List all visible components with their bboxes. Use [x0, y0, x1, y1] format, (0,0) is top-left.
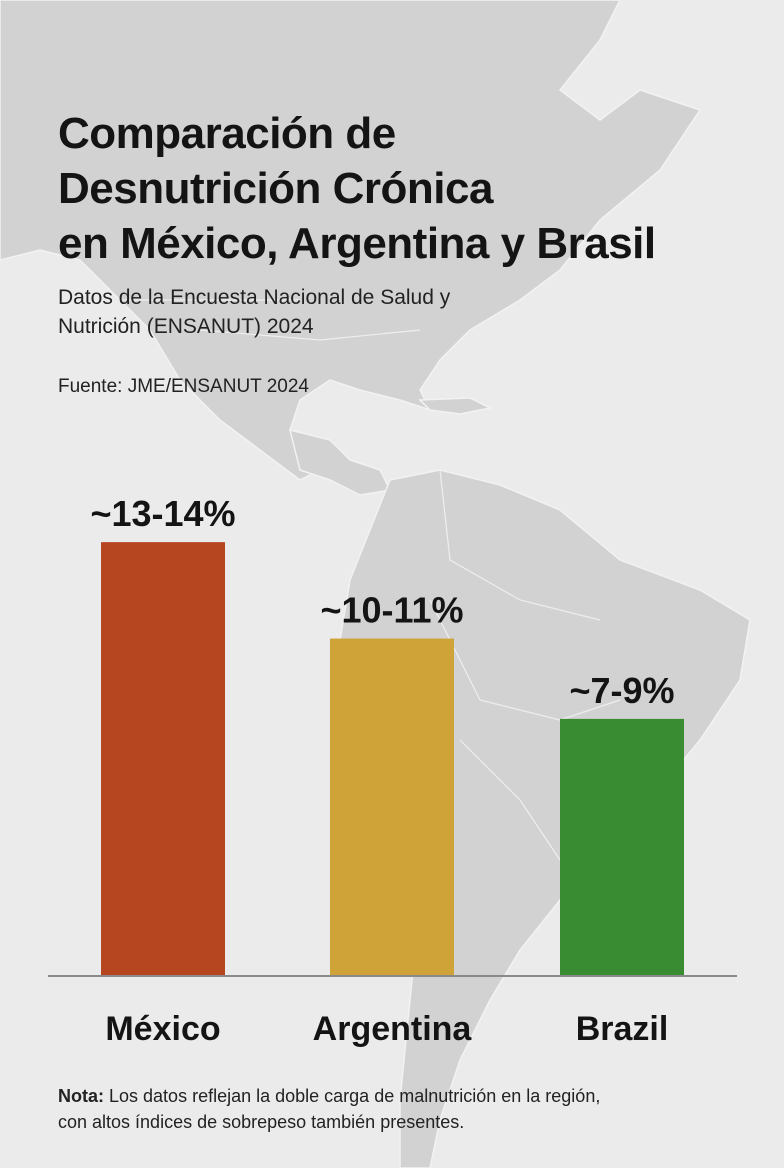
footnote-line: Nota: Los datos reflejan la doble carga …	[58, 1083, 738, 1109]
category-label-2: Brazil	[576, 1010, 669, 1048]
title-line: Comparación de	[58, 109, 396, 158]
footnote-line: con altos índices de sobrepeso también p…	[58, 1112, 465, 1132]
bar-2	[560, 718, 684, 976]
caribbean-shape	[418, 397, 493, 415]
bar-0	[101, 542, 225, 976]
subtitle-line: Datos de la Encuesta Nacional de Salud y	[58, 286, 451, 309]
footnote: Nota: Los datos reflejan la doble carga …	[58, 1083, 738, 1135]
value-label-0: ~13-14%	[90, 493, 235, 534]
chart-subtitle: Datos de la Encuesta Nacional de Salud y…	[58, 283, 618, 341]
category-label-1: Argentina	[313, 1010, 473, 1048]
footnote-text: Los datos reflejan la doble carga de mal…	[109, 1086, 601, 1106]
chart-title: Comparación de Desnutrición Crónica en M…	[58, 106, 758, 271]
north-america-shape	[0, 0, 702, 481]
title-line: Desnutrición Crónica	[58, 164, 493, 213]
title-line: en México, Argentina y Brasil	[58, 219, 656, 268]
value-label-1: ~10-11%	[320, 590, 463, 631]
subtitle-line: Nutrición (ENSANUT) 2024	[58, 315, 314, 338]
source-text: Fuente: JME/ENSANUT 2024	[58, 376, 309, 397]
footnote-label: Nota:	[58, 1086, 104, 1106]
bar-1	[330, 638, 454, 976]
value-label-2: ~7-9%	[569, 670, 674, 711]
category-label-0: México	[105, 1010, 220, 1048]
